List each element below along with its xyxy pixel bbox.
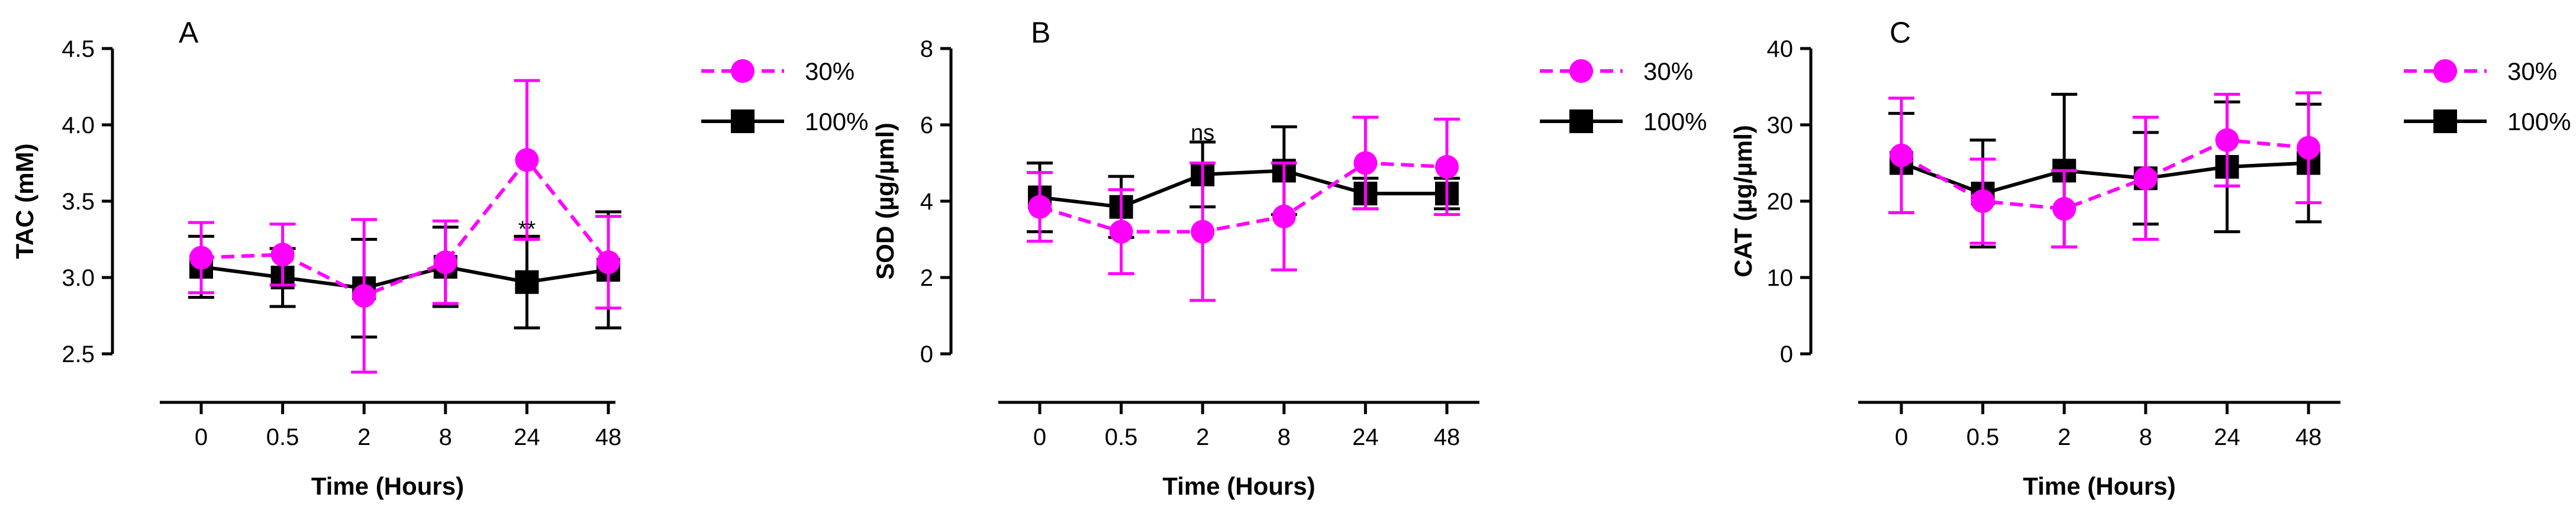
- data-point: [189, 246, 213, 270]
- legend: 30% 100%: [701, 57, 868, 135]
- significance-label: **: [518, 217, 536, 241]
- data-point: [270, 243, 295, 267]
- data-point: [1353, 151, 1378, 175]
- legend: 30% 100%: [2404, 57, 2571, 135]
- data-point: [1191, 220, 1215, 244]
- series-line: [201, 157, 610, 298]
- y-tick-label: 8: [920, 36, 933, 62]
- data-point: [2052, 196, 2077, 221]
- series-30: [188, 79, 621, 374]
- data-point: [1435, 154, 1459, 179]
- series-100: [1027, 125, 1460, 239]
- data-point: [2215, 128, 2239, 152]
- series-line: [1039, 161, 1447, 234]
- x-tick-label: 2: [1196, 424, 1209, 450]
- x-tick-label: 0: [1033, 424, 1046, 450]
- chart-panel-c: C 0 10 20 30 40 0 0.5 2 8 24 48 Time (Hours) CAT (µg/…: [1729, 16, 2571, 500]
- legend-label: 30%: [805, 57, 855, 85]
- legend-marker: [1569, 59, 1593, 83]
- y-tick-label: 2: [920, 265, 933, 291]
- x-tick-label: 0: [1895, 424, 1908, 450]
- data-point: [2133, 166, 2158, 191]
- x-tick-label: 24: [514, 424, 540, 450]
- y-axis-title: CAT (µg/µml): [1729, 125, 1757, 278]
- series-line: [1900, 138, 2309, 211]
- y-tick-label: 0: [1780, 341, 1793, 367]
- y-tick-label: 20: [1767, 189, 1794, 215]
- legend-label: 30%: [2507, 57, 2557, 85]
- y-tick-label: 40: [1767, 36, 1794, 62]
- x-tick-label: 8: [2139, 424, 2152, 450]
- data-point: [1272, 204, 1296, 228]
- y-tick-label: 0: [920, 341, 933, 367]
- legend-marker: [2433, 59, 2457, 83]
- series-line: [1039, 169, 1447, 209]
- y-tick-label: 4.0: [62, 112, 95, 138]
- legend: 30% 100%: [1540, 57, 1707, 135]
- y-tick-label: 2.5: [62, 341, 95, 367]
- legend-marker: [1569, 109, 1593, 133]
- data-point: [1028, 195, 1052, 219]
- x-tick-label: 24: [2214, 424, 2240, 450]
- x-tick-label: 48: [595, 424, 622, 450]
- data-point: [597, 250, 620, 275]
- data-point: [352, 283, 376, 308]
- x-tick-label: 0.5: [1966, 424, 2000, 450]
- x-tick-label: 2: [357, 424, 370, 450]
- x-tick-label: 48: [1434, 424, 1461, 450]
- series-30: [1027, 115, 1460, 302]
- y-tick-label: 4: [920, 189, 933, 215]
- x-tick-label: 0.5: [266, 424, 299, 450]
- x-axis-title: Time (Hours): [2023, 472, 2175, 500]
- data-point: [1109, 220, 1133, 244]
- panel-letter: C: [1890, 16, 1911, 49]
- legend-marker: [2433, 109, 2457, 133]
- x-axis-title: Time (Hours): [1162, 472, 1315, 500]
- x-axis-title: Time (Hours): [311, 472, 464, 500]
- y-tick-label: 3.5: [62, 189, 95, 215]
- y-tick-label: 30: [1767, 112, 1794, 138]
- x-tick-label: 2: [2058, 424, 2071, 450]
- legend-label: 100%: [2507, 108, 2571, 135]
- y-tick-label: 3.0: [62, 265, 95, 291]
- series-100: [188, 210, 621, 339]
- data-point: [433, 250, 457, 275]
- x-tick-label: 24: [1352, 424, 1379, 450]
- significance-label: ns: [1191, 121, 1214, 146]
- data-point: [1971, 189, 1995, 213]
- data-point: [515, 270, 539, 294]
- legend-marker: [731, 109, 755, 133]
- x-tick-label: 48: [2295, 424, 2322, 450]
- legend-label: 100%: [805, 108, 868, 135]
- series-line: [1900, 161, 2309, 196]
- data-point: [515, 148, 539, 172]
- data-point: [1890, 143, 1913, 167]
- panel-letter: A: [179, 16, 199, 49]
- x-tick-label: 0.5: [1105, 424, 1138, 450]
- series-100: [1888, 92, 2322, 249]
- series-line: [201, 264, 609, 291]
- panel-letter: B: [1031, 16, 1050, 49]
- x-tick-label: 8: [1278, 424, 1291, 450]
- y-tick-label: 4.5: [62, 36, 95, 62]
- legend-label: 30%: [1643, 57, 1693, 85]
- y-axis-title: SOD (µg/µml): [871, 122, 899, 279]
- legend-marker: [731, 59, 755, 83]
- legend-label: 100%: [1643, 108, 1707, 135]
- data-point: [2297, 135, 2320, 160]
- chart-panel-a: A 2.5 3.0 3.5 4.0 4.5 0 0.5 2 8 24 48 Time (Hours) TA…: [11, 16, 868, 500]
- x-tick-label: 8: [439, 424, 452, 450]
- y-tick-label: 10: [1767, 265, 1794, 291]
- y-tick-label: 6: [920, 112, 933, 138]
- y-axis-title: TAC (mM): [11, 143, 38, 259]
- series-30: [1888, 91, 2322, 249]
- x-tick-label: 0: [195, 424, 208, 450]
